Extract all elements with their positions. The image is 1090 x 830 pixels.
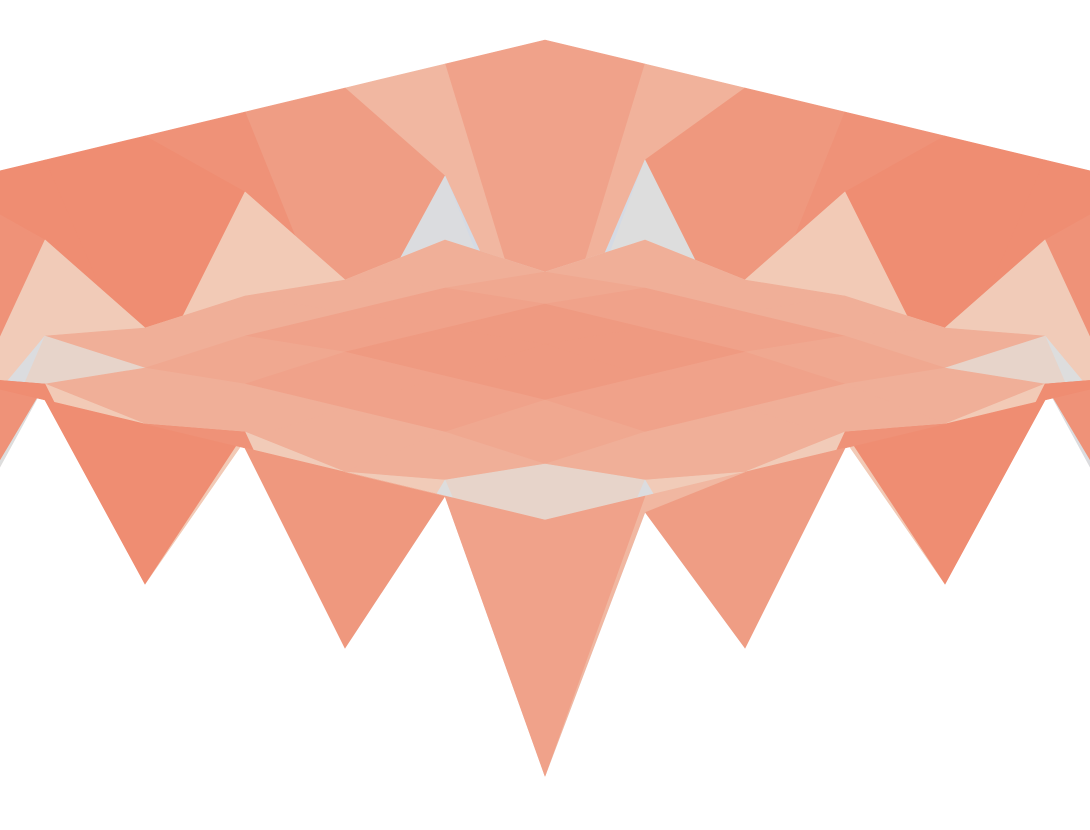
- surface-face: [0, 214, 46, 338]
- surface-face: [1044, 380, 1090, 461]
- surface-face: [0, 383, 46, 468]
- surface-face: [1044, 383, 1090, 468]
- surface-face: [444, 495, 646, 777]
- surface-face: [1044, 214, 1090, 338]
- surface-face: [0, 380, 46, 461]
